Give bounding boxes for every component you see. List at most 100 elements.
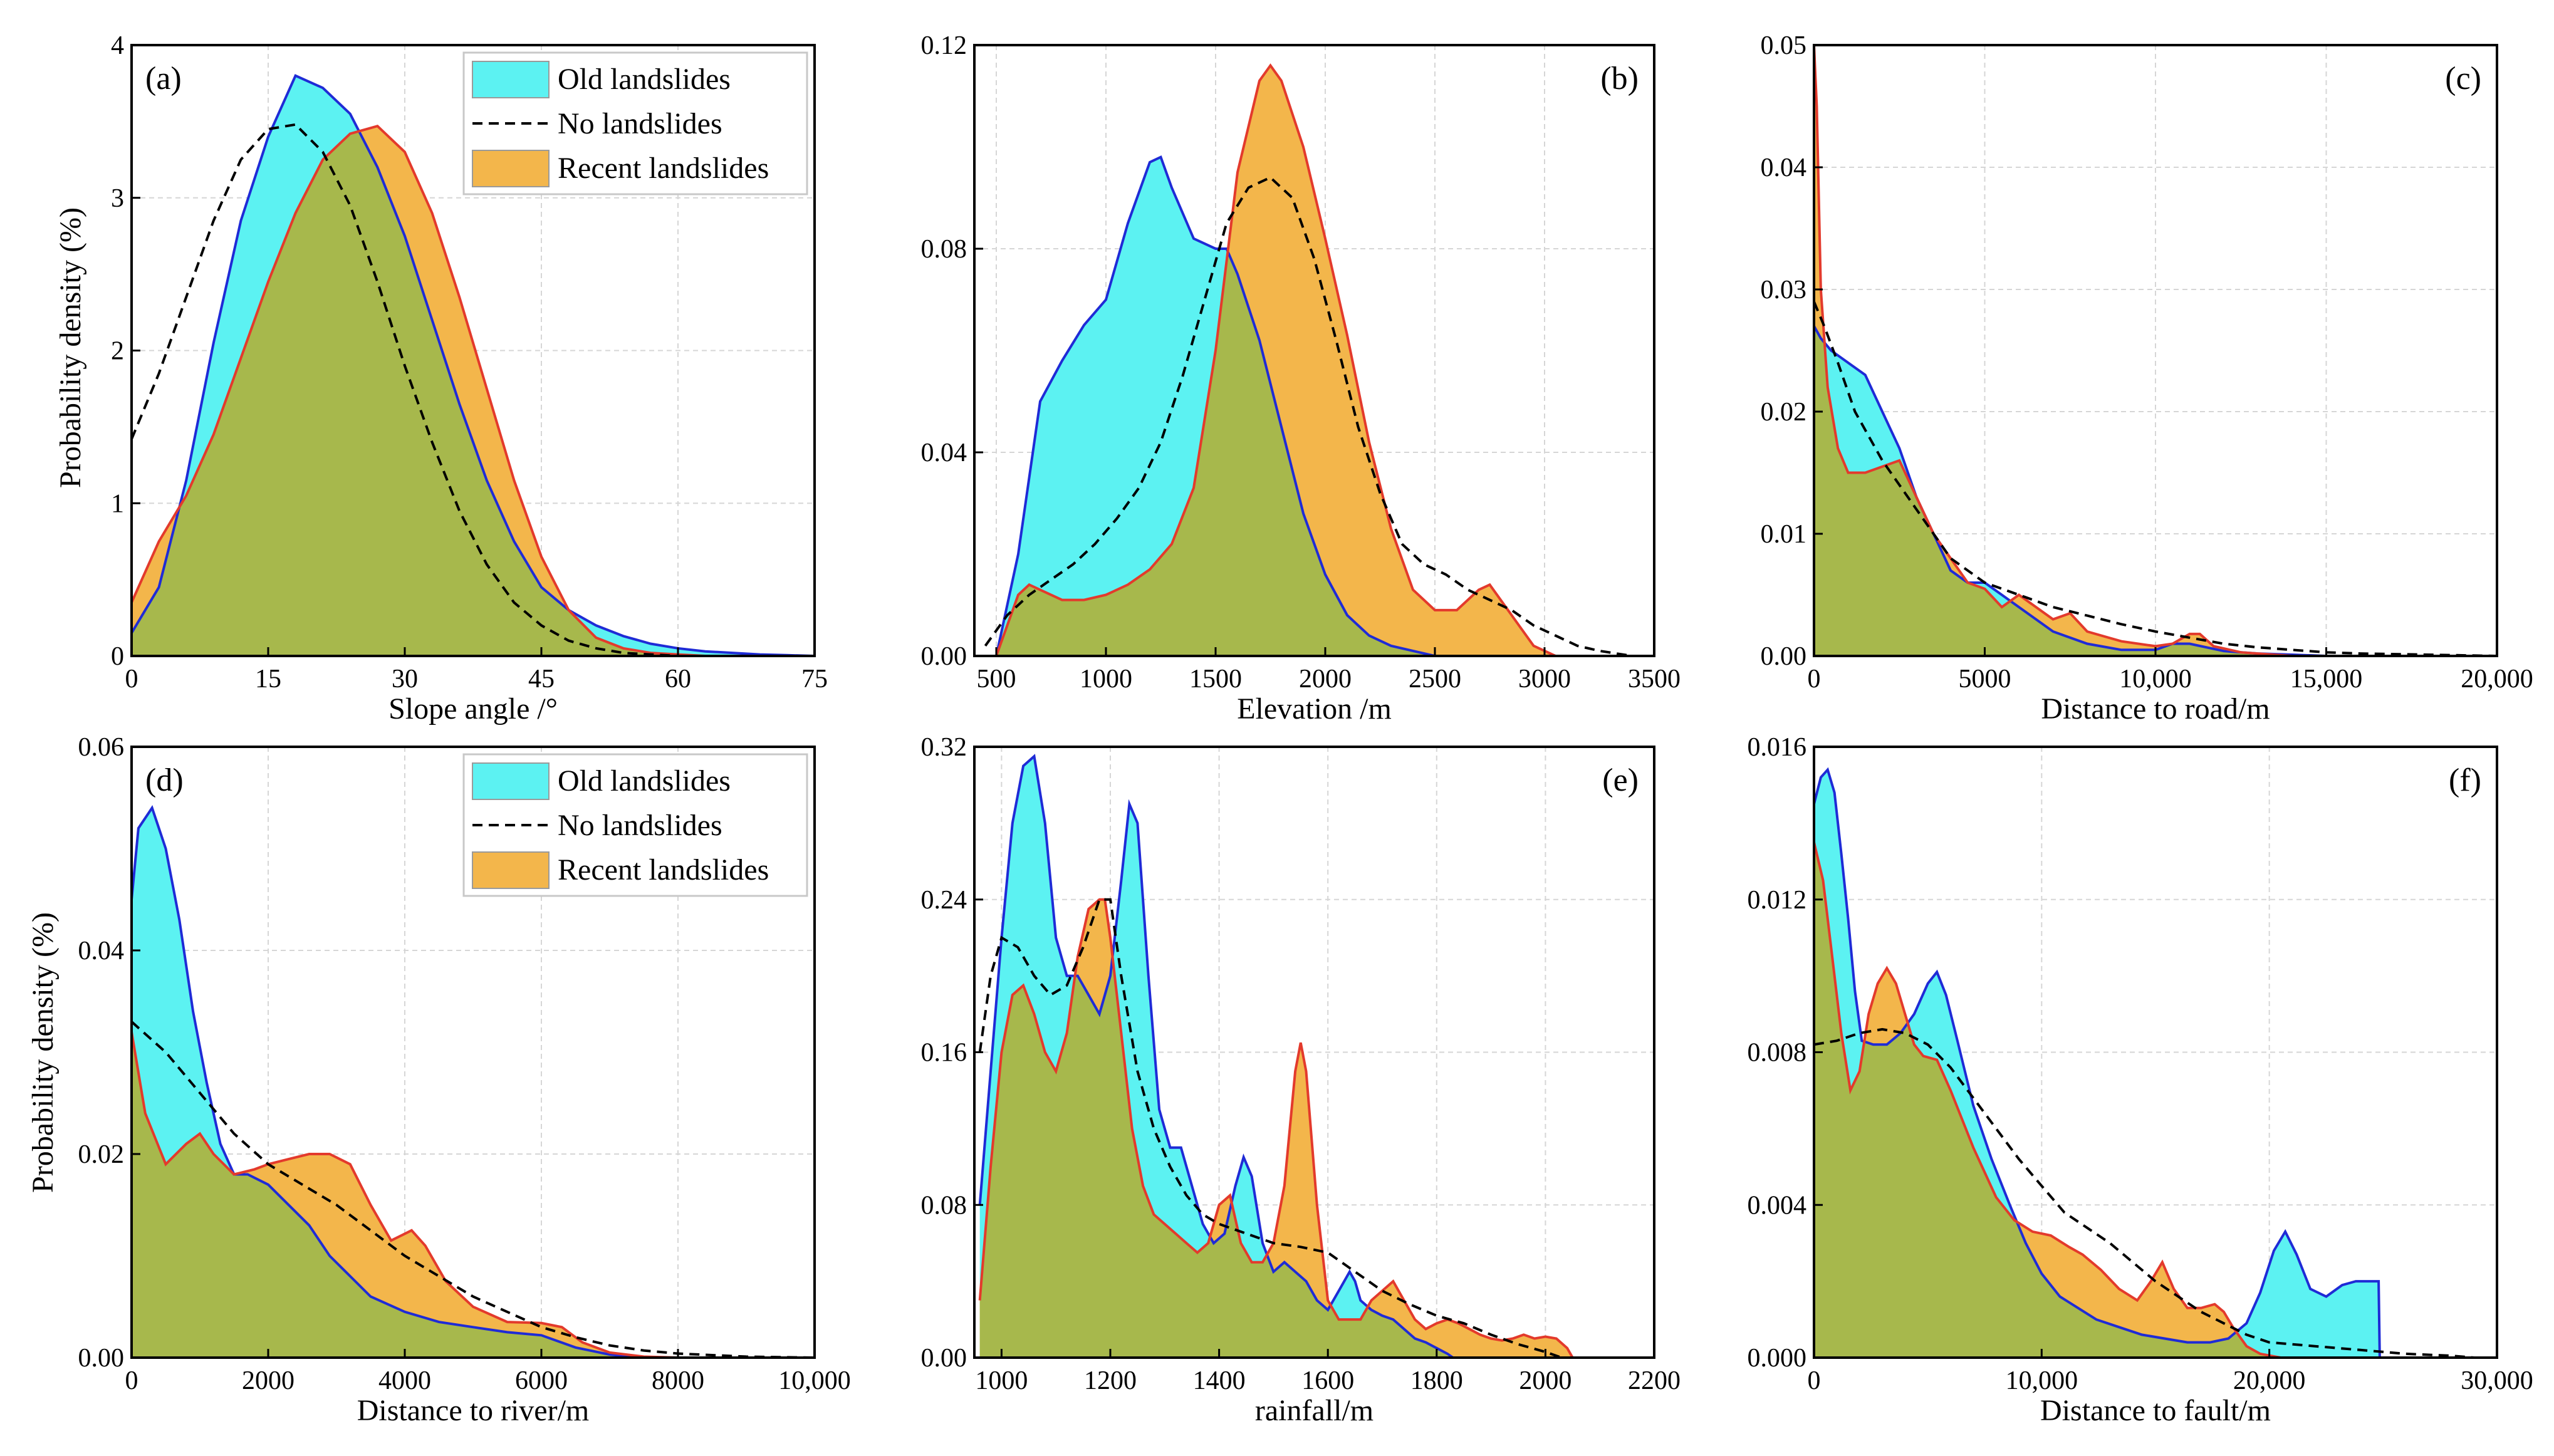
plot-frame bbox=[973, 44, 1655, 657]
no-landslides-line bbox=[132, 123, 815, 656]
x-tick-label: 0 bbox=[1808, 665, 1821, 694]
x-tick-label: 6000 bbox=[515, 1366, 568, 1395]
x-tick-label: 1500 bbox=[1189, 665, 1242, 694]
y-tick-label: 0.008 bbox=[1748, 1039, 1807, 1068]
y-tick-label: 0.08 bbox=[921, 1191, 967, 1220]
x-tick-label: 2000 bbox=[242, 1366, 294, 1395]
panel-b: 500 1000 1500 2000 2500 3000 3500 0.00 0.04 0.08 0… bbox=[921, 31, 1681, 725]
panel-f: 0 10,000 20,000 30,000 0.000 0.004 0.008 0.012 0… bbox=[1748, 733, 2533, 1427]
y-tick-label: 0.00 bbox=[1761, 642, 1807, 671]
x-tick-label: 0 bbox=[125, 1366, 138, 1395]
legend-label-old-landslides: Old landslides bbox=[558, 764, 731, 798]
x-tick-label: 10,000 bbox=[2006, 1366, 2078, 1395]
y-tick-label: 0.16 bbox=[921, 1039, 967, 1068]
recent-landslides-line bbox=[132, 1031, 679, 1358]
x-tick-label: 2200 bbox=[1628, 1366, 1681, 1395]
panel-label: (b) bbox=[1600, 61, 1639, 96]
x-tick-label: 0 bbox=[1808, 1366, 1821, 1395]
y-tick-label: 0.000 bbox=[1748, 1344, 1807, 1373]
overlap-area bbox=[1814, 326, 2292, 656]
y-tick-label: 0.08 bbox=[921, 235, 967, 264]
panel-label: (a) bbox=[145, 61, 182, 96]
old-landslides-line bbox=[978, 754, 1454, 1358]
no-landslides-line bbox=[1814, 1027, 2474, 1358]
y-tick-label: 0.03 bbox=[1761, 276, 1807, 304]
panel-a: 0 15 30 45 60 75 0 1 2 3 4 Slope angle /° (a) Old lan… bbox=[111, 31, 828, 725]
legend-swatch-recent bbox=[472, 150, 550, 187]
overlap-area bbox=[132, 1032, 644, 1358]
x-tick-label: 500 bbox=[977, 665, 1016, 694]
legend: Old landslides No landslides Recent landsl… bbox=[462, 753, 808, 897]
x-tick-label: 30,000 bbox=[2461, 1366, 2533, 1395]
plot-area bbox=[978, 754, 1574, 1358]
y-tick-label: 0.00 bbox=[921, 642, 967, 671]
legend-label-no-landslides: No landslides bbox=[558, 809, 722, 842]
y-tick-label: 0.02 bbox=[1761, 398, 1807, 427]
old-landslides-line bbox=[132, 805, 644, 1358]
x-tick-label: 60 bbox=[665, 665, 691, 694]
panel-label: (f) bbox=[2449, 762, 2481, 798]
y-tick-label: 0 bbox=[111, 642, 124, 671]
x-tick-label: 1400 bbox=[1193, 1366, 1246, 1395]
x-axis-title: rainfall/m bbox=[1255, 1394, 1373, 1427]
legend-swatch-recent bbox=[472, 851, 550, 889]
x-tick-label: 1600 bbox=[1301, 1366, 1354, 1395]
panel-label: (e) bbox=[1602, 762, 1639, 798]
y-axis-title-bottom: Probability density (%) bbox=[26, 912, 60, 1193]
x-tick-label: 1000 bbox=[1080, 665, 1132, 694]
panel-label: (c) bbox=[2445, 61, 2481, 96]
no-landslides-line bbox=[984, 175, 1633, 656]
y-tick-label: 3 bbox=[111, 184, 124, 213]
x-tick-label: 20,000 bbox=[2461, 665, 2533, 694]
no-landslides-line bbox=[1814, 301, 2497, 656]
overlap-area bbox=[1814, 842, 2327, 1358]
x-tick-label: 5000 bbox=[1959, 665, 2011, 694]
y-tick-label: 0.04 bbox=[78, 937, 125, 965]
x-axis-title: Elevation /m bbox=[1237, 692, 1392, 725]
x-tick-label: 20,000 bbox=[2233, 1366, 2306, 1395]
overlap-area bbox=[132, 126, 815, 656]
y-tick-label: 2 bbox=[111, 337, 124, 366]
y-tick-label: 0.00 bbox=[78, 1344, 125, 1373]
x-tick-label: 45 bbox=[528, 665, 555, 694]
x-tick-label: 3000 bbox=[1518, 665, 1571, 694]
plot-area bbox=[1814, 767, 2474, 1358]
panel-label: (d) bbox=[145, 762, 184, 798]
panel-d: 0 2000 4000 6000 8000 10,000 0.00 0.02 0.04 0.06 D… bbox=[78, 733, 851, 1427]
plot-frame bbox=[130, 746, 816, 1359]
x-tick-label: 1800 bbox=[1410, 1366, 1463, 1395]
x-tick-label: 75 bbox=[801, 665, 828, 694]
x-tick-label: 10,000 bbox=[778, 1366, 851, 1395]
y-tick-label: 0.012 bbox=[1748, 886, 1807, 915]
y-tick-label: 0.05 bbox=[1761, 31, 1807, 60]
legend-swatch-old bbox=[472, 61, 550, 98]
old-landslides-line bbox=[1814, 325, 2327, 656]
x-tick-label: 0 bbox=[125, 665, 138, 694]
y-tick-label: 0.004 bbox=[1748, 1191, 1807, 1220]
x-axis-title: Distance to river/m bbox=[357, 1394, 590, 1427]
old-landslides-line bbox=[132, 74, 815, 656]
x-tick-label: 2500 bbox=[1409, 665, 1461, 694]
recent-landslides-line bbox=[1814, 841, 2327, 1358]
legend: Old landslides No landslides Recent landsl… bbox=[462, 51, 808, 195]
no-landslides-line bbox=[978, 898, 1563, 1358]
legend-label-recent-landslides: Recent landslides bbox=[558, 853, 769, 887]
x-tick-label: 15,000 bbox=[2290, 665, 2363, 694]
x-tick-label: 15 bbox=[255, 665, 281, 694]
x-axis-title: Distance to road/m bbox=[2041, 692, 2270, 725]
y-tick-label: 0.12 bbox=[921, 31, 967, 60]
y-tick-label: 0.06 bbox=[78, 733, 125, 762]
y-tick-label: 0.00 bbox=[921, 1344, 967, 1373]
panel-c: 0 5000 10,000 15,000 20,000 0.00 0.01 0.02 0.03 0… bbox=[1761, 31, 2533, 725]
y-tick-label: 0.02 bbox=[78, 1140, 125, 1169]
panel-e: 1000 1200 1400 1600 1800 2000 2200 0.00 0.08 0.16… bbox=[921, 733, 1681, 1427]
legend-label-recent-landslides: Recent landslides bbox=[558, 152, 769, 185]
old-landslides-line bbox=[1814, 767, 2381, 1358]
x-tick-label: 8000 bbox=[652, 1366, 704, 1395]
y-axis-title-top: Probability density (%) bbox=[54, 207, 87, 488]
y-tick-label: 0.04 bbox=[1761, 153, 1807, 182]
plot-area bbox=[132, 805, 815, 1358]
x-tick-label: 1200 bbox=[1084, 1366, 1137, 1395]
x-tick-label: 2000 bbox=[1519, 1366, 1571, 1395]
